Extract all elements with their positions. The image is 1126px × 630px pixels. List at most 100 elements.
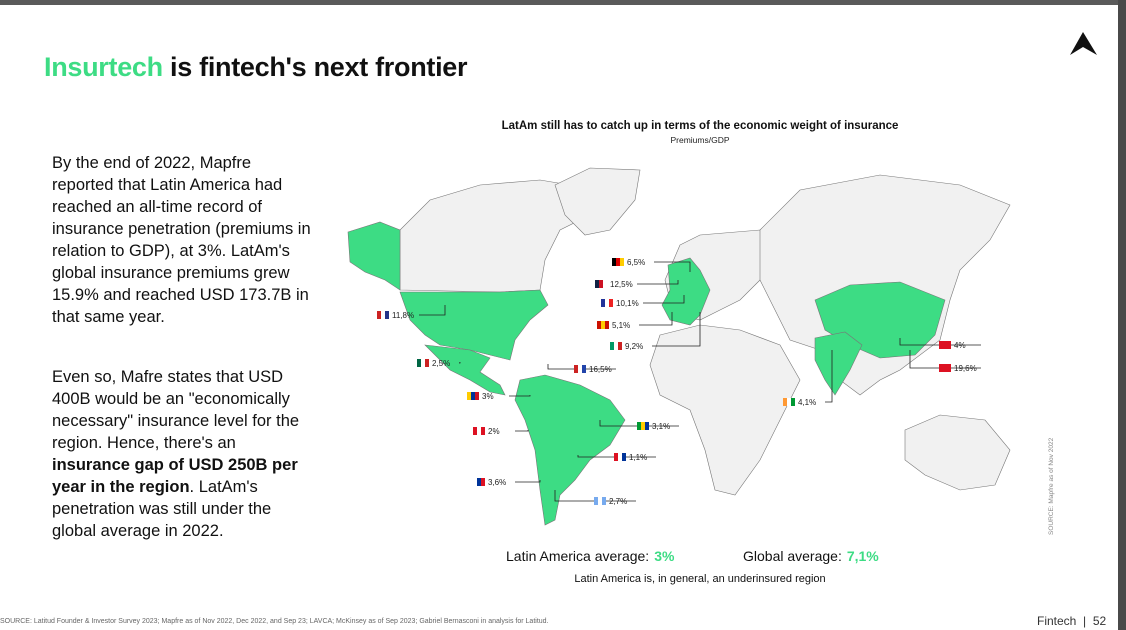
flag (791, 398, 795, 406)
alaska (347, 221, 401, 291)
map-title: LatAm still has to catch up in terms of … (502, 120, 899, 132)
flag (618, 453, 622, 461)
flag (943, 364, 947, 372)
leader-line (643, 295, 685, 304)
flag (616, 258, 620, 266)
leader-line (515, 480, 541, 483)
paragraph: Even so, Mafre states that USD 400B woul… (52, 366, 314, 542)
leader-line (515, 430, 529, 432)
leader-line (547, 364, 616, 370)
country-value: 6,5% (627, 258, 645, 267)
flag (594, 497, 598, 505)
mexico (424, 344, 506, 396)
flag (620, 258, 624, 266)
leader-line (577, 455, 656, 458)
country-value: 11,8% (392, 311, 414, 320)
leader-line (639, 312, 673, 326)
flag (609, 299, 613, 307)
flag (598, 497, 602, 505)
country-value: 2% (488, 427, 500, 436)
flag (622, 453, 626, 461)
flag (603, 280, 607, 288)
bold-text: insurance gap of USD 250B per year in th… (52, 456, 298, 496)
flag (605, 299, 609, 307)
leader-line (509, 395, 531, 397)
flag (582, 365, 586, 373)
flag (473, 427, 477, 435)
flag (599, 280, 603, 288)
flag (481, 478, 485, 486)
country-value: 5,1% (612, 321, 630, 330)
flag (578, 365, 582, 373)
leader-line (654, 261, 691, 272)
australia (904, 414, 1011, 491)
flag (425, 359, 429, 367)
right-border (1118, 0, 1126, 630)
country-value: 2,5% (432, 359, 450, 368)
flag (574, 365, 578, 373)
africa (649, 324, 801, 496)
flag (610, 342, 614, 350)
text: Even so, Mafre states that USD 400B woul… (52, 368, 300, 452)
flag (783, 398, 787, 406)
leader-line (909, 350, 981, 369)
flag (947, 364, 951, 372)
leader-line (459, 362, 461, 364)
country-value: 19,6% (954, 364, 977, 373)
paragraph: By the end of 2022, Mapfre reported that… (52, 154, 311, 326)
south-america (514, 374, 626, 526)
map-subtitle: Premiums/GDP (670, 135, 729, 145)
flag (477, 478, 481, 486)
flag (477, 427, 481, 435)
flag (601, 321, 605, 329)
flag (467, 392, 471, 400)
flag (417, 359, 421, 367)
top-bar (0, 0, 1126, 5)
title-highlight: Insurtech (44, 52, 163, 82)
flag (637, 422, 641, 430)
flag (597, 321, 601, 329)
footer-page: Fintech | 52 (1037, 614, 1107, 628)
flag (612, 258, 616, 266)
leader-line (899, 338, 981, 346)
flag (602, 497, 606, 505)
leader-line (599, 420, 679, 427)
country-value: 16,5% (589, 365, 612, 374)
section: Fintech (1037, 614, 1077, 628)
flag (605, 321, 609, 329)
flag (601, 299, 605, 307)
flag (385, 311, 389, 319)
slide-title: Insurtech is fintech's next frontier (44, 52, 468, 83)
flag (471, 392, 475, 400)
flag (939, 364, 943, 372)
flag (614, 453, 618, 461)
leader-line (825, 350, 833, 403)
average-value: 7,1% (847, 548, 879, 564)
flag (947, 341, 951, 349)
country-value: 1,1% (629, 453, 647, 462)
average-label: Latin America average: (506, 548, 649, 564)
country-value: 2,7% (609, 497, 627, 506)
leader-line (637, 280, 679, 285)
footer-source: SOURCE: Latitud Founder & Investor Surve… (0, 618, 549, 625)
page-number: 52 (1092, 614, 1107, 628)
country-value: 4% (954, 341, 966, 350)
country-value: 3% (482, 392, 494, 401)
title-rest: is fintech's next frontier (170, 52, 468, 82)
average-value: 3% (654, 548, 675, 564)
flag (943, 341, 947, 349)
source-note: SOURCE: Mapfre as of Nov 2022 (1048, 437, 1055, 535)
flag (645, 422, 649, 430)
western-europe (661, 257, 711, 326)
flag (939, 341, 943, 349)
country-value: 9,2% (625, 342, 643, 351)
average: Latin America average: 3% (506, 548, 675, 564)
flag (595, 280, 599, 288)
leader-line (419, 305, 446, 316)
flag (618, 342, 622, 350)
country-value: 12,5% (610, 280, 633, 289)
country-value: 10,1% (616, 299, 639, 308)
country-value: 4,1% (798, 398, 816, 407)
greenland (554, 167, 641, 236)
